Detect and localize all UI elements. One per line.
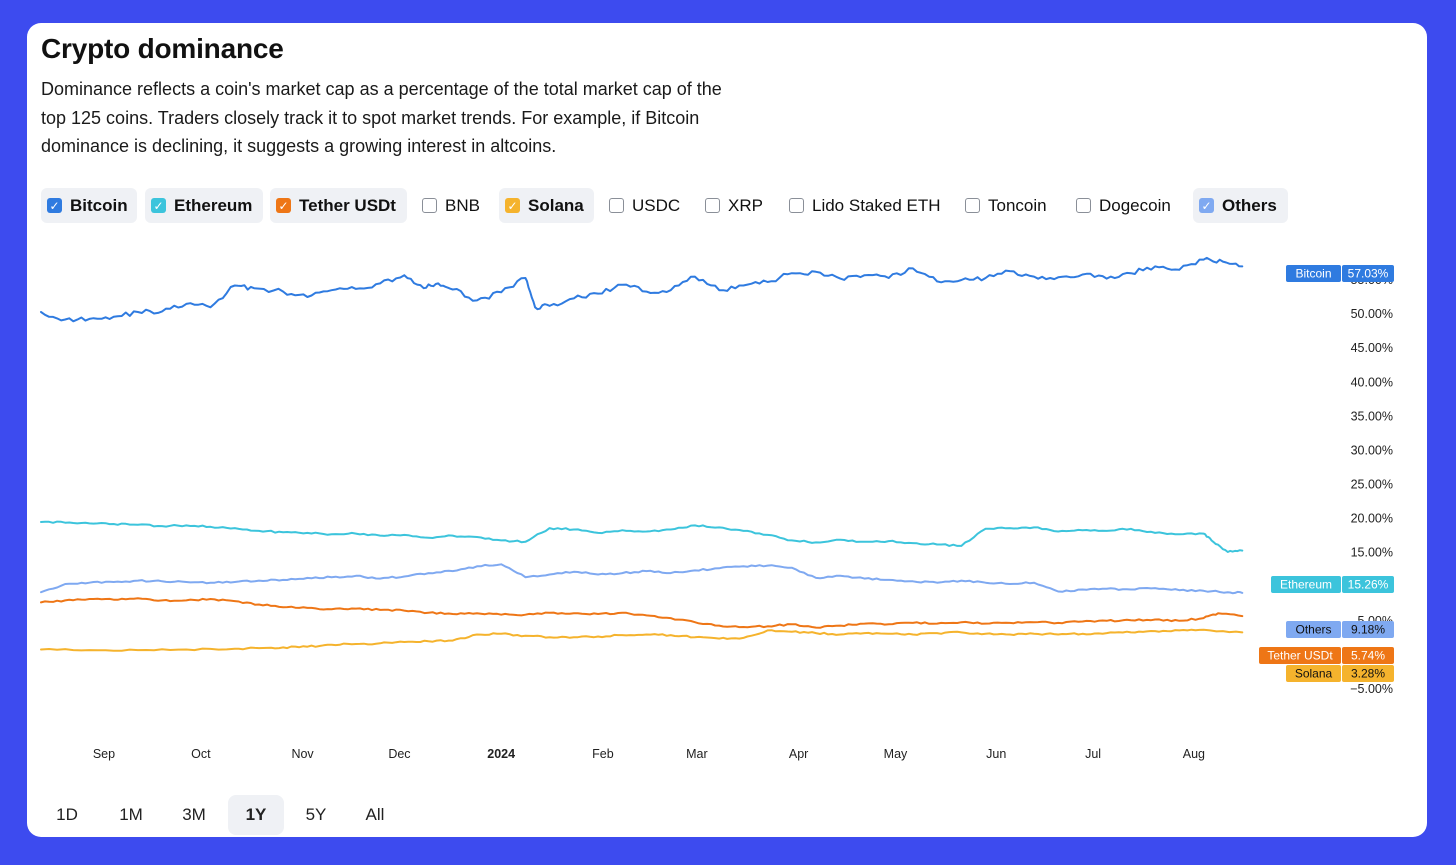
- range-5y-button[interactable]: 5Y: [291, 795, 341, 835]
- x-tick-label: Mar: [686, 747, 708, 761]
- end-label-bitcoin: Bitcoin 57.03%: [1286, 265, 1394, 282]
- range-1y-button[interactable]: 1Y: [228, 795, 284, 835]
- y-tick-label: 25.00%: [1351, 478, 1393, 492]
- series-line-solana: [41, 630, 1242, 651]
- range-1m-button[interactable]: 1M: [105, 795, 157, 835]
- series-name-text: Ethereum: [1280, 578, 1332, 592]
- x-tick-label: Apr: [789, 747, 808, 761]
- range-1d-button[interactable]: 1D: [42, 795, 92, 835]
- end-label-others: Others 9.18%: [1286, 621, 1394, 638]
- range-all-button[interactable]: All: [350, 795, 400, 835]
- series-value-text: 3.28%: [1351, 667, 1385, 681]
- y-tick-label: 20.00%: [1351, 512, 1393, 526]
- y-tick-label: 15.00%: [1351, 546, 1393, 560]
- x-tick-label: Nov: [291, 747, 314, 761]
- dominance-chart[interactable]: −5.00%0.00%5.00%10.00%15.00%20.00%25.00%…: [27, 23, 1427, 783]
- y-tick-label: 40.00%: [1351, 375, 1393, 389]
- series-line-ethereum: [41, 522, 1242, 552]
- x-tick-label: Oct: [191, 747, 211, 761]
- series-value-text: 15.26%: [1348, 578, 1389, 592]
- dominance-card: Crypto dominance Dominance reflects a co…: [27, 23, 1427, 837]
- end-label-tether-usdt: Tether USDt 5.74%: [1259, 647, 1394, 664]
- series-value-text: 57.03%: [1348, 267, 1389, 281]
- x-tick-label: Aug: [1183, 747, 1205, 761]
- series-line-tether-usdt: [41, 598, 1242, 628]
- y-tick-label: 30.00%: [1351, 443, 1393, 457]
- series-name-text: Bitcoin: [1295, 267, 1331, 281]
- series-value-text: 9.18%: [1351, 623, 1385, 637]
- x-tick-label: 2024: [487, 747, 515, 761]
- y-tick-label: 45.00%: [1351, 341, 1393, 355]
- y-tick-label: 50.00%: [1351, 307, 1393, 321]
- x-tick-label: May: [884, 747, 908, 761]
- series-name-text: Tether USDt: [1267, 649, 1333, 663]
- series-line-bitcoin: [41, 258, 1242, 321]
- end-label-solana: Solana 3.28%: [1286, 665, 1394, 682]
- series-name-text: Solana: [1295, 667, 1333, 681]
- series-line-others: [41, 564, 1242, 593]
- series-name-text: Others: [1295, 623, 1331, 637]
- series-value-text: 5.74%: [1351, 649, 1385, 663]
- range-3m-button[interactable]: 3M: [168, 795, 220, 835]
- end-label-ethereum: Ethereum 15.26%: [1271, 576, 1394, 593]
- y-tick-label: −5.00%: [1350, 682, 1393, 696]
- x-tick-label: Dec: [388, 747, 410, 761]
- x-tick-label: Jul: [1085, 747, 1101, 761]
- x-tick-label: Jun: [986, 747, 1006, 761]
- x-tick-label: Sep: [93, 747, 115, 761]
- y-tick-label: 35.00%: [1351, 409, 1393, 423]
- x-tick-label: Feb: [592, 747, 614, 761]
